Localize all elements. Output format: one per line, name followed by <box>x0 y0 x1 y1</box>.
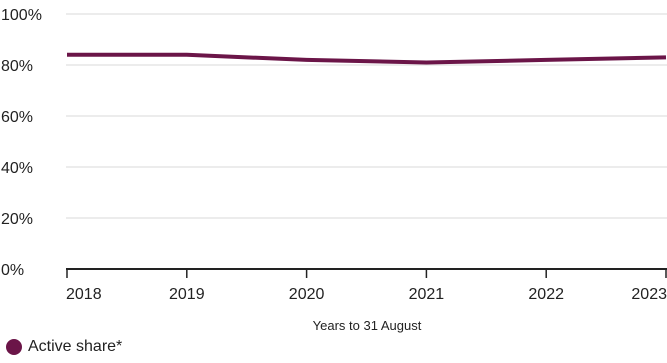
x-tick-labels: 2018 2019 2020 2021 2022 2023 <box>66 269 667 303</box>
x-tick-label: 2022 <box>528 286 564 303</box>
series-lines <box>67 52 667 65</box>
y-tick-label: 0% <box>1 262 24 279</box>
x-tick-label: 2018 <box>66 286 102 303</box>
y-tick-label: 100% <box>1 7 42 24</box>
x-tick-label: 2023 <box>631 286 667 303</box>
y-tick-label: 20% <box>1 211 33 228</box>
y-tick-label: 80% <box>1 58 33 75</box>
x-tick-label: 2021 <box>409 286 445 303</box>
gridlines <box>66 13 667 270</box>
legend: Active share* <box>6 338 122 356</box>
legend-label-active-share: Active share* <box>28 338 123 355</box>
y-tick-label: 60% <box>1 109 33 126</box>
x-axis-title: Years to 31 August <box>313 318 422 333</box>
series-line-active-share <box>67 52 667 65</box>
x-tick-label: 2019 <box>169 286 205 303</box>
y-tick-labels: 0% 20% 40% 60% 80% 100% <box>1 7 42 279</box>
x-tick-label: 2020 <box>289 286 325 303</box>
y-tick-label: 40% <box>1 160 33 177</box>
legend-swatch-active-share <box>6 339 22 355</box>
